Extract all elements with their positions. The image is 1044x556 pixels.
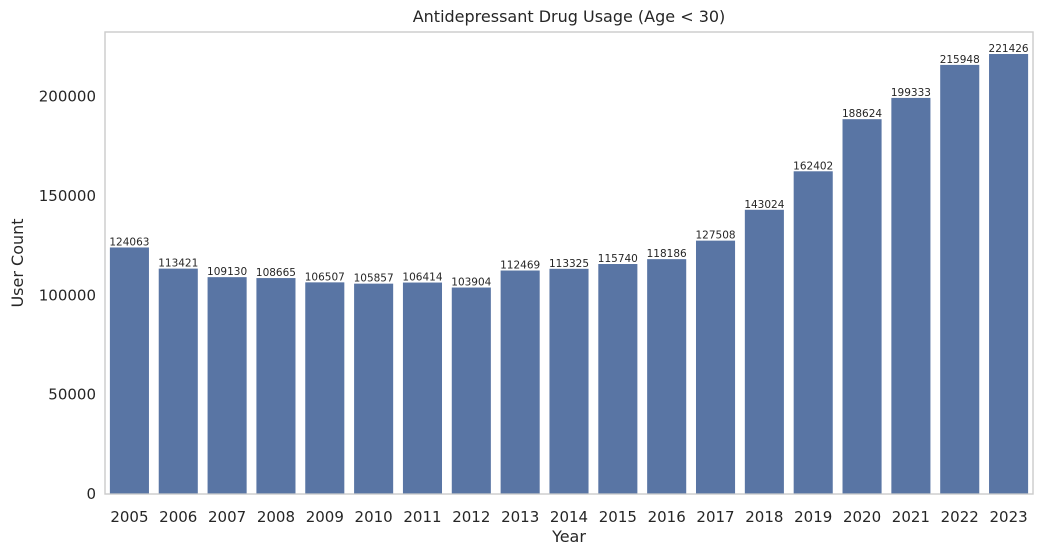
bar-value-label: 109130 <box>207 266 247 278</box>
bar-2010 <box>354 283 394 494</box>
bar-2023 <box>989 54 1029 495</box>
bar-value-label: 199333 <box>891 87 931 99</box>
bar-2011 <box>402 282 443 494</box>
bar-value-label: 105857 <box>354 273 394 285</box>
x-tick-label: 2008 <box>257 508 295 526</box>
x-tick-label: 2010 <box>355 508 393 526</box>
x-tick-label: 2015 <box>599 508 637 526</box>
bar-value-label: 124063 <box>109 236 149 248</box>
x-tick-label: 2018 <box>745 508 783 526</box>
x-tick-label: 2021 <box>892 508 930 526</box>
plot-border <box>104 31 1034 495</box>
bar-2006 <box>158 268 198 494</box>
bar-2020 <box>842 119 882 495</box>
x-tick-label: 2022 <box>941 508 979 526</box>
bar-2013 <box>500 270 540 494</box>
bar-2021 <box>891 97 931 494</box>
y-tick-label: 150000 <box>39 187 96 205</box>
chart-title: Antidepressant Drug Usage (Age < 30) <box>413 7 726 26</box>
y-tick-label: 200000 <box>39 88 96 106</box>
x-tick-label: 2013 <box>501 508 539 526</box>
bar-value-label: 103904 <box>451 277 491 289</box>
bar-value-label: 188624 <box>842 108 882 120</box>
bars-group <box>109 54 1029 495</box>
x-tick-label: 2011 <box>403 508 441 526</box>
y-tick-label: 100000 <box>39 286 96 304</box>
bar-2007 <box>207 277 247 494</box>
x-axis-ticks: 2005 2006 2007 2008 2009 2010 2011 2012 2013 2014… <box>110 508 1027 526</box>
bar-value-label: 115740 <box>598 253 638 265</box>
bar-2005 <box>109 247 149 494</box>
x-tick-label: 2006 <box>159 508 197 526</box>
x-tick-label: 2007 <box>208 508 246 526</box>
bar-labels-group: 124063 113421 109130 108665 106507 105857 1064… <box>109 43 1029 289</box>
x-tick-label: 2016 <box>648 508 686 526</box>
bar-2012 <box>451 287 491 494</box>
x-tick-label: 2020 <box>843 508 881 526</box>
bar-value-label: 215948 <box>940 54 980 66</box>
x-axis-title: Year <box>551 527 586 546</box>
bar-value-label: 162402 <box>793 160 833 172</box>
bar-value-label: 106414 <box>402 272 442 284</box>
bar-value-label: 113421 <box>158 258 198 270</box>
x-tick-label: 2005 <box>110 508 148 526</box>
bar-2008 <box>256 278 296 494</box>
x-tick-label: 2014 <box>550 508 588 526</box>
y-axis-ticks: 0 50000 100000 150000 200000 <box>39 88 96 503</box>
x-tick-label: 2012 <box>452 508 490 526</box>
x-tick-label: 2017 <box>696 508 734 526</box>
bar-value-label: 108665 <box>256 267 296 279</box>
bar-value-label: 221426 <box>989 43 1029 55</box>
x-tick-label: 2009 <box>306 508 344 526</box>
y-axis-title: User Count <box>8 218 27 307</box>
bar-2022 <box>940 64 980 494</box>
x-tick-label: 2023 <box>989 508 1027 526</box>
bar-2018 <box>744 209 784 494</box>
bar-2016 <box>647 259 687 494</box>
bar-value-label: 112469 <box>500 260 540 272</box>
bar-2009 <box>305 282 345 494</box>
bar-value-label: 118186 <box>647 248 687 260</box>
y-tick-label: 50000 <box>48 386 96 404</box>
bar-value-label: 106507 <box>305 271 345 283</box>
bar-2017 <box>695 240 736 494</box>
bar-value-label: 127508 <box>695 230 735 242</box>
bar-2019 <box>793 171 833 494</box>
bar-value-label: 143024 <box>744 199 784 211</box>
y-tick-label: 0 <box>86 485 96 503</box>
bar-2015 <box>598 264 638 494</box>
bar-2014 <box>549 268 589 494</box>
x-tick-label: 2019 <box>794 508 832 526</box>
bar-value-label: 113325 <box>549 258 589 270</box>
